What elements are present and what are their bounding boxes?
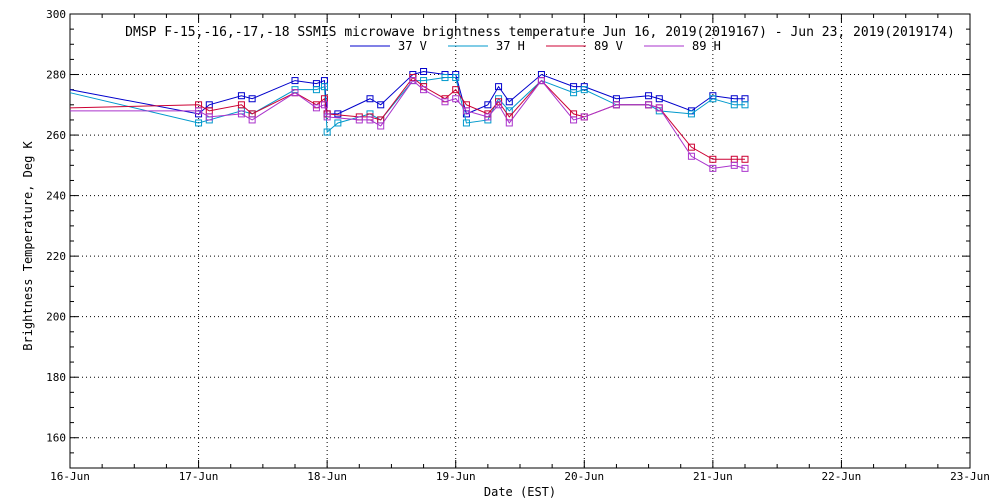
data-point-marker (741, 101, 749, 109)
data-point-marker (420, 86, 428, 94)
data-point-marker (495, 101, 503, 109)
data-point-marker (741, 164, 749, 172)
data-point-marker (323, 128, 331, 136)
data-point-marker (334, 119, 342, 127)
data-point-marker (537, 77, 545, 85)
data-point-marker (495, 83, 503, 91)
data-point-marker (237, 101, 245, 109)
data-point-marker (291, 77, 299, 85)
data-point-marker (612, 101, 620, 109)
y-axis-label: Brightness Temperature, Deg K (21, 140, 35, 350)
data-point-marker (570, 89, 578, 97)
data-point-marker (377, 122, 385, 130)
data-point-marker (366, 116, 374, 124)
series-lines (69, 68, 749, 172)
series-89-v (69, 74, 749, 163)
x-tick-label: 19-Jun (436, 470, 476, 483)
data-point-marker (334, 110, 342, 118)
data-point-marker (709, 155, 717, 163)
y-tick-label: 260 (46, 129, 66, 142)
y-tick-label: 160 (46, 432, 66, 445)
data-point-marker (312, 104, 320, 112)
data-point-marker (320, 83, 328, 91)
data-point-marker (655, 104, 663, 112)
chart-title: DMSP F-15,-16,-17,-18 SSMIS microwave br… (125, 25, 955, 40)
x-tick-label: 23-Jun (950, 470, 990, 483)
x-axis-label: Date (EST) (484, 485, 556, 499)
data-point-marker (205, 113, 213, 121)
data-point-marker (741, 155, 749, 163)
y-tick-label: 200 (46, 311, 66, 324)
data-point-marker (237, 92, 245, 100)
data-point-marker (505, 119, 513, 127)
legend-label: 89 V (594, 39, 623, 53)
legend-label: 37 H (496, 39, 525, 53)
data-point-marker (462, 107, 470, 115)
data-point-marker (484, 101, 492, 109)
grid-lines (70, 14, 970, 468)
data-point-marker (580, 86, 588, 94)
data-point-marker (655, 95, 663, 103)
data-point-marker (441, 74, 449, 82)
data-point-marker (248, 116, 256, 124)
data-point-marker (312, 86, 320, 94)
data-point-marker (366, 95, 374, 103)
data-point-marker (687, 143, 695, 151)
x-tick-label: 18-Jun (307, 470, 347, 483)
x-tick-label: 21-Jun (693, 470, 733, 483)
series-89-h (70, 77, 749, 172)
data-point-marker (452, 86, 460, 94)
x-tick-label: 16-Jun (50, 470, 90, 483)
series-line (69, 76, 745, 160)
data-point-marker (462, 119, 470, 127)
data-point-marker (409, 77, 417, 85)
data-point-marker (195, 107, 203, 115)
data-point-marker (730, 101, 738, 109)
data-point-marker (645, 92, 653, 100)
data-point-marker (645, 101, 653, 109)
data-point-marker (484, 113, 492, 121)
data-point-marker (355, 116, 363, 124)
data-point-marker (237, 110, 245, 118)
legend-label: 37 V (398, 39, 427, 53)
data-point-marker (248, 95, 256, 103)
x-tick-label: 20-Jun (564, 470, 604, 483)
data-point-marker (505, 98, 513, 106)
data-point-marker (195, 119, 203, 127)
legend-label: 89 H (692, 39, 721, 53)
data-point-marker (570, 116, 578, 124)
data-point-marker (291, 89, 299, 97)
data-point-marker (580, 113, 588, 121)
y-tick-label: 280 (46, 69, 66, 82)
data-point-marker (320, 101, 328, 109)
y-tick-label: 220 (46, 250, 66, 263)
x-tick-label: 17-Jun (179, 470, 219, 483)
y-tick-label: 300 (46, 8, 66, 21)
data-point-marker (377, 101, 385, 109)
series-37-v (69, 68, 749, 118)
x-tick-label: 22-Jun (822, 470, 862, 483)
legend: 37 V 37 H 89 V 89 H (350, 39, 721, 53)
y-tick-label: 180 (46, 371, 66, 384)
data-point-marker (452, 74, 460, 82)
plot-frame (69, 13, 971, 469)
data-point-marker (687, 110, 695, 118)
y-tick-label: 240 (46, 190, 66, 203)
data-point-marker (441, 98, 449, 106)
data-point-marker (730, 161, 738, 169)
data-point-marker (709, 95, 717, 103)
data-point-marker (709, 164, 717, 172)
series-line (69, 70, 745, 115)
axis-ticks: 160 180 200 220 240 260 280 300 16-Jun 17-Jun 18-J… (46, 8, 990, 483)
data-point-marker (687, 152, 695, 160)
data-point-marker (452, 95, 460, 103)
data-point-marker (323, 113, 331, 121)
series-line (70, 79, 746, 169)
data-point-marker (420, 68, 428, 76)
